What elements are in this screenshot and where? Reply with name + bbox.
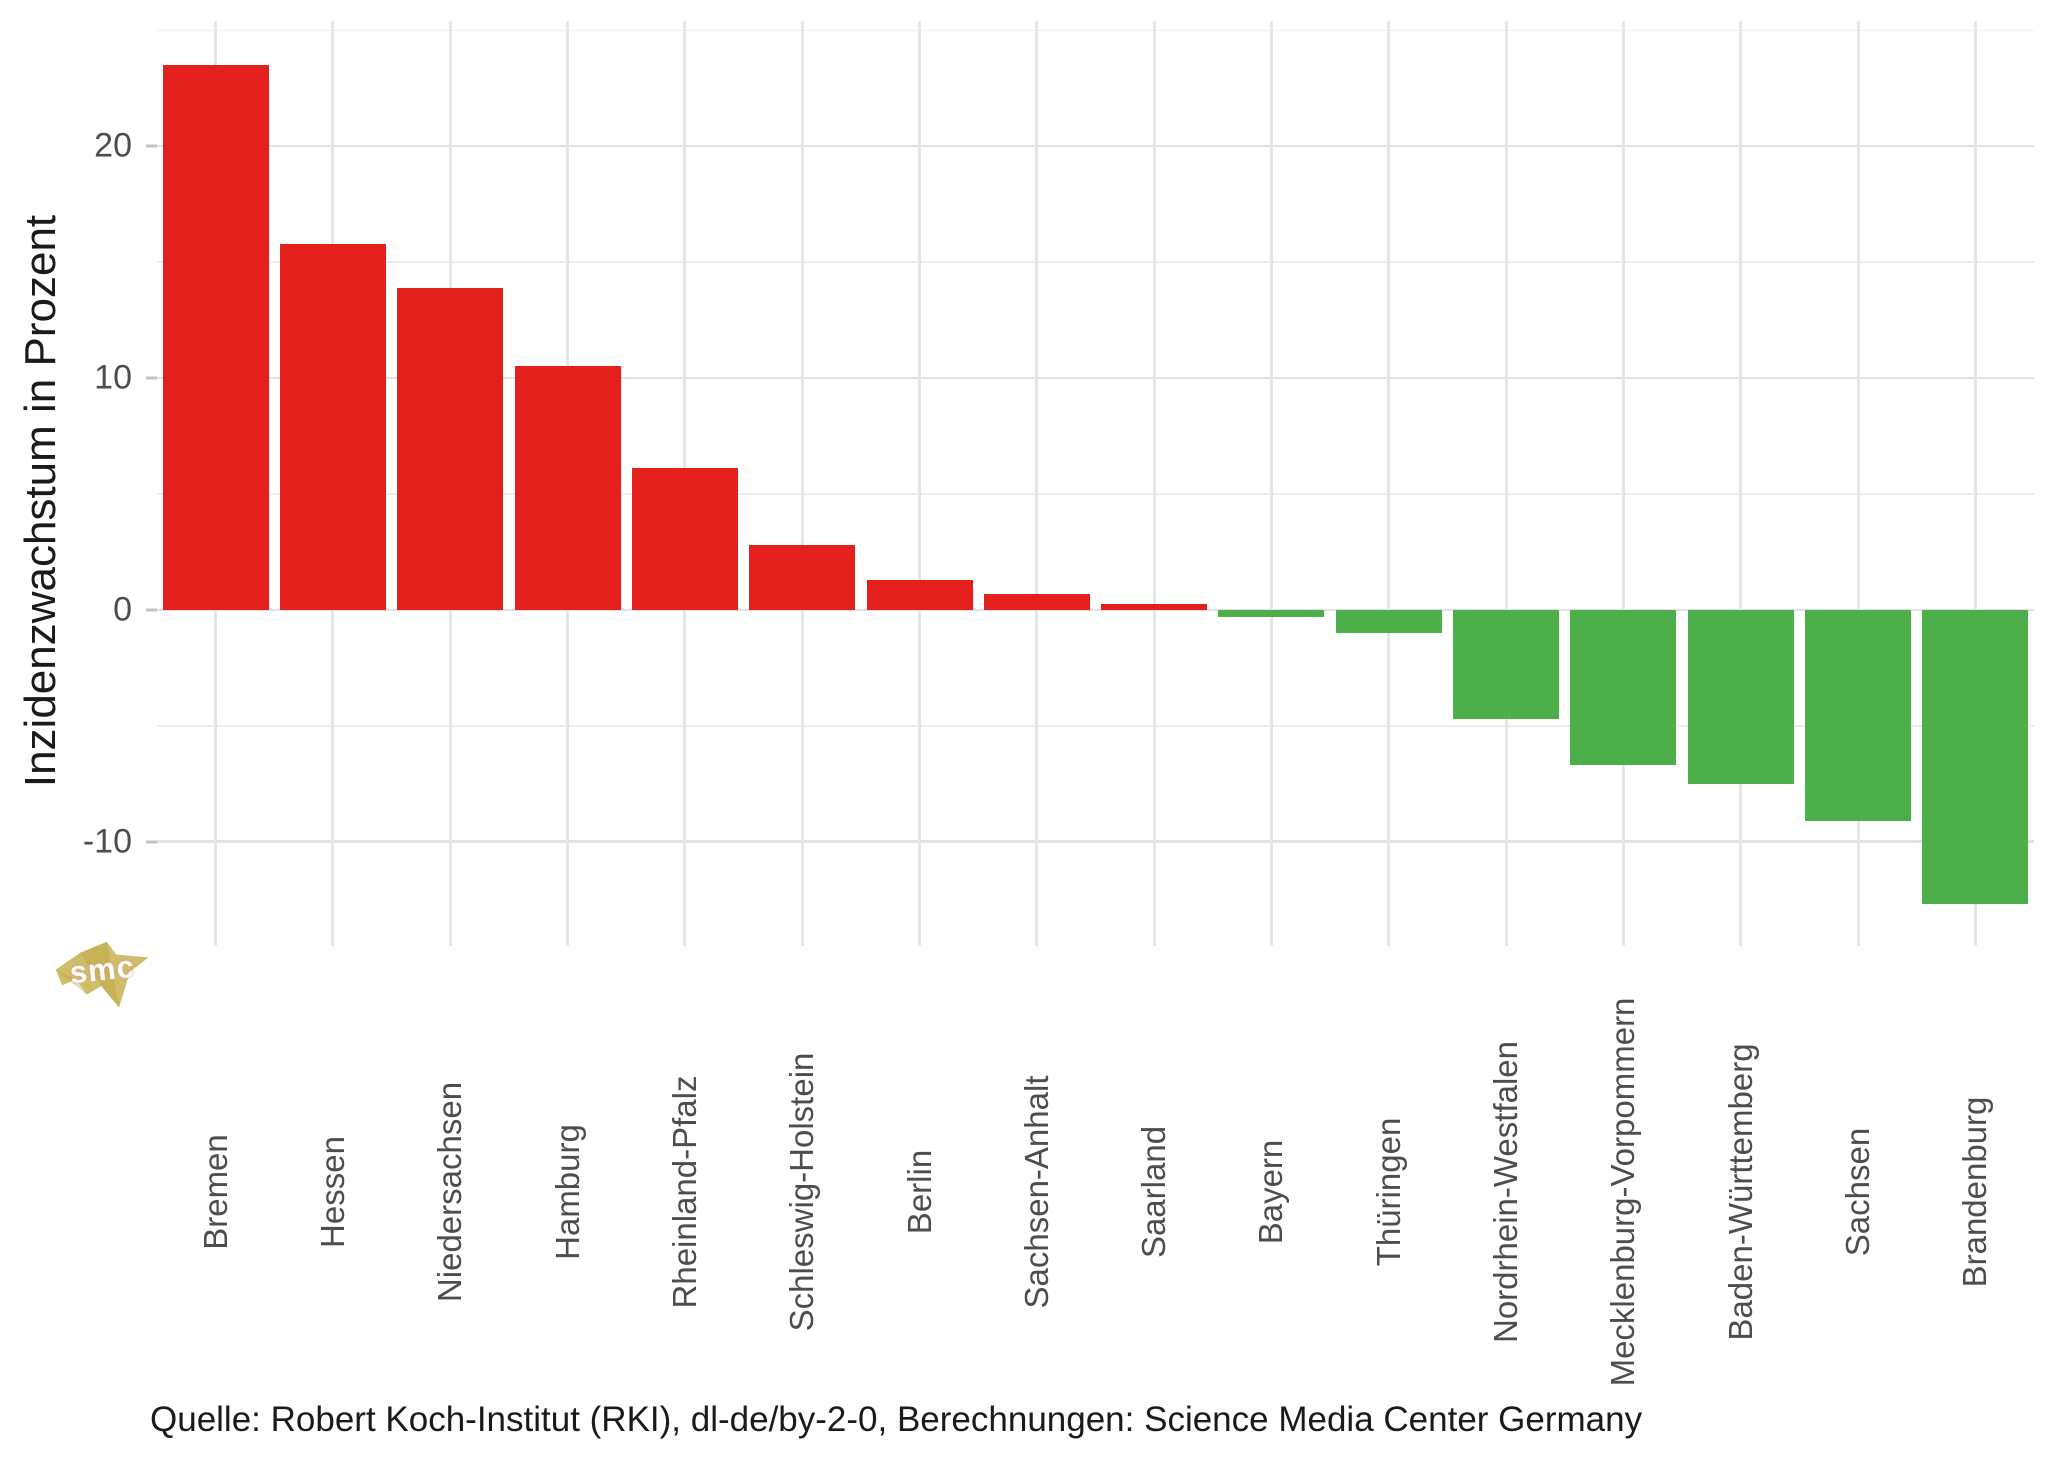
y-tick-label--10: -10 bbox=[82, 822, 132, 861]
smc-star-icon bbox=[55, 941, 149, 1008]
gridline-major-y-20 bbox=[157, 144, 2034, 148]
plot-panel bbox=[157, 21, 2034, 946]
bar-berlin bbox=[866, 579, 973, 610]
gridline-minor-y-5 bbox=[157, 493, 2034, 495]
x-label-sachsen-anhalt: Sachsen-Anhalt bbox=[1017, 1075, 1055, 1309]
source-caption: Quelle: Robert Koch-Institut (RKI), dl-d… bbox=[150, 1400, 1643, 1439]
bar-saarland bbox=[1101, 604, 1208, 610]
bar-brandenburg bbox=[1922, 609, 2029, 905]
x-label-brandenburg: Brandenburg bbox=[1956, 1096, 1994, 1288]
y-tick-mark--10 bbox=[146, 840, 157, 844]
bar-bremen bbox=[162, 65, 269, 610]
x-label-schleswig-holstein: Schleswig-Holstein bbox=[783, 1052, 821, 1332]
bar-hamburg bbox=[514, 366, 621, 610]
y-tick-label-10: 10 bbox=[94, 358, 132, 397]
gridline-major-y--10 bbox=[157, 840, 2034, 843]
x-label-saarland: Saarland bbox=[1135, 1125, 1173, 1259]
gridline-minor-y-25 bbox=[157, 29, 2034, 32]
bar-rheinland-pfalz bbox=[631, 468, 738, 610]
bar-niedersachsen bbox=[397, 287, 504, 610]
gridline-x-6 bbox=[918, 21, 922, 946]
bar-sachsen-anhalt bbox=[983, 593, 1090, 610]
gridline-x-15 bbox=[1973, 21, 1977, 946]
bar-th-ringen bbox=[1335, 609, 1442, 634]
y-tick-mark-0 bbox=[146, 608, 157, 612]
x-label-nordrhein-westfalen: Nordrhein-Westfalen bbox=[1487, 1040, 1525, 1344]
smc-watermark-text: smc bbox=[68, 948, 137, 991]
bar-nordrhein-westfalen bbox=[1453, 609, 1560, 719]
x-label-rheinland-pfalz: Rheinland-Pfalz bbox=[665, 1075, 703, 1309]
gridline-x-5 bbox=[800, 21, 804, 946]
gridline-minor-y-15 bbox=[157, 261, 2034, 263]
gridline-minor-y--5 bbox=[157, 725, 2034, 727]
gridline-x-8 bbox=[1152, 21, 1156, 946]
y-tick-mark-10 bbox=[146, 376, 157, 380]
y-tick-mark-20 bbox=[146, 144, 157, 148]
y-tick-label-0: 0 bbox=[113, 590, 132, 629]
y-axis-title: Inzidenzwachstum in Prozent bbox=[16, 214, 65, 788]
x-label-bayern: Bayern bbox=[1252, 1139, 1290, 1245]
x-label-bremen: Bremen bbox=[196, 1134, 234, 1250]
gridline-x-11 bbox=[1504, 21, 1508, 946]
y-tick-label-20: 20 bbox=[94, 126, 132, 165]
gridline-major-y-10 bbox=[157, 376, 2034, 380]
bar-hessen bbox=[279, 243, 386, 610]
bar-sachsen bbox=[1805, 609, 1912, 821]
x-label-baden-württemberg: Baden-Württemberg bbox=[1721, 1043, 1759, 1341]
gridline-x-13 bbox=[1739, 21, 1743, 946]
x-label-sachsen: Sachsen bbox=[1839, 1127, 1877, 1257]
bar-mecklenburg-vorpommern bbox=[1570, 609, 1677, 766]
smc-watermark-logo: smc bbox=[55, 940, 151, 1011]
x-label-thüringen: Thüringen bbox=[1369, 1117, 1407, 1267]
gridline-major-y-0 bbox=[157, 608, 2034, 612]
bar-baden-w-rttemberg bbox=[1687, 609, 1794, 784]
x-label-niedersachsen: Niedersachsen bbox=[431, 1081, 469, 1303]
gridline-x-7 bbox=[1035, 21, 1039, 946]
x-label-hamburg: Hamburg bbox=[548, 1124, 586, 1260]
gridline-x-14 bbox=[1856, 21, 1860, 946]
bar-schleswig-holstein bbox=[749, 544, 856, 610]
x-label-mecklenburg-vorpommern: Mecklenburg-Vorpommern bbox=[1604, 997, 1642, 1387]
x-label-hessen: Hessen bbox=[313, 1136, 351, 1248]
x-label-berlin: Berlin bbox=[900, 1149, 938, 1235]
gridline-x-9 bbox=[1269, 21, 1273, 946]
gridline-x-10 bbox=[1387, 21, 1391, 946]
bar-bayern bbox=[1218, 609, 1325, 617]
gridline-x-12 bbox=[1621, 21, 1625, 946]
